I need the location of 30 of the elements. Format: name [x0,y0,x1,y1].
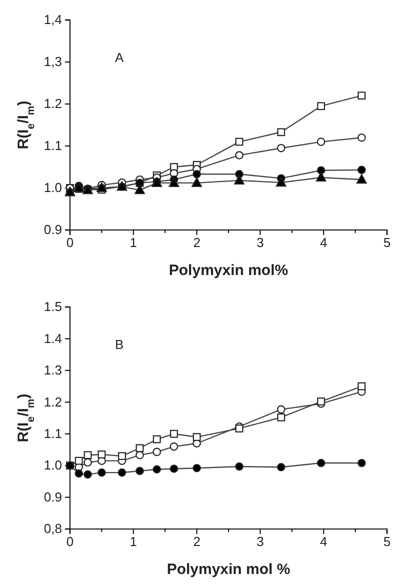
y-tick-label: 1.4 [44,330,62,346]
x-tick-label: 5 [383,235,391,250]
y-tick-label: 1.5 [44,299,62,314]
x-tick-label: 5 [383,534,391,550]
y-tick-label: 0,8 [44,521,62,536]
y-tick-label: 0.9 [44,222,62,238]
x-tick-label: 2 [193,235,200,250]
y-tick-label: 1.0 [44,180,62,196]
x-tick-label: 2 [193,534,200,550]
x-tick-label: 4 [320,235,328,250]
y-tick-label: 1.0 [44,458,62,473]
x-tick-label: 3 [256,534,264,550]
annotation: B [115,337,124,352]
x-tick-label: 4 [320,534,328,550]
x-tick-label: 1 [130,235,138,250]
x-axis-title: Polymyxin mol % [166,561,290,578]
y-tick-label: 0.9 [44,489,62,504]
x-tick-label: 0 [66,534,74,550]
x-tick-label: 1 [130,534,138,550]
x-tick-label: 0 [66,235,74,250]
x-axis-title: Polymyxin mol% [168,262,288,279]
x-tick-label: 3 [256,235,264,250]
y-tick-label: 1.3 [44,362,62,378]
annotation: A [115,50,124,65]
y-tick-label: 1,3 [44,54,62,70]
y-tick-label: 1.1 [44,138,62,154]
y-tick-label: 1.2 [44,96,62,112]
y-tick-label: 1.2 [44,394,62,410]
y-tick-label: 1.1 [44,426,62,442]
y-tick-label: 1,4 [44,12,62,28]
